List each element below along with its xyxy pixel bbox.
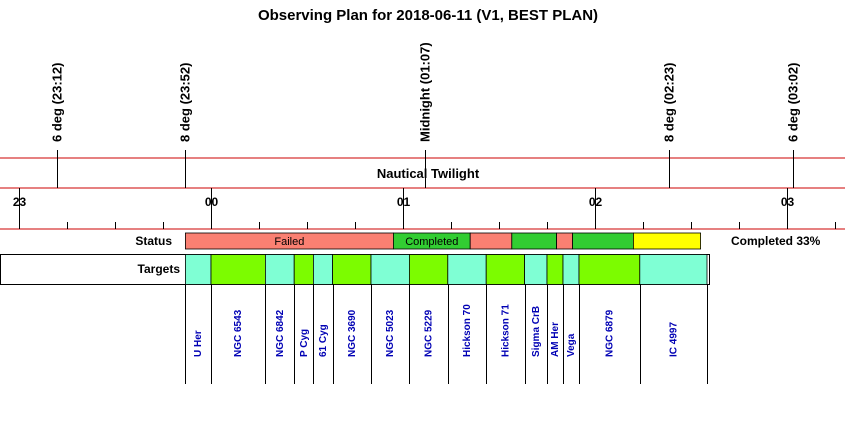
target-name-4: P Cyg [299, 329, 310, 357]
target-segment-15 [639, 254, 708, 285]
status-segment-6 [572, 232, 634, 250]
marker-label-5: 6 deg (03:02) [786, 63, 801, 142]
status-row-label: Status [135, 234, 172, 248]
chart-title: Observing Plan for 2018-06-11 (V1, BEST … [258, 7, 598, 24]
target-segment-11 [524, 254, 548, 285]
target-name-15: IC 4997 [668, 322, 679, 357]
status-segment-label-2: Completed [405, 236, 458, 248]
target-name-9: Hickson 70 [462, 304, 473, 357]
status-segment-label-1: Failed [274, 236, 304, 248]
target-segment-6 [332, 254, 372, 285]
target-segment-2 [210, 254, 266, 285]
target-name-3: NGC 6842 [275, 309, 286, 357]
marker-label-4: 8 deg (02:23) [662, 63, 677, 142]
completion-summary: Completed 33% [731, 234, 821, 248]
timeline-frame [0, 157, 845, 230]
target-name-12: AM Her [550, 322, 561, 357]
target-name-2: NGC 6543 [233, 309, 244, 357]
target-name-10: Hickson 71 [500, 304, 511, 357]
status-bar: Failed Completed [184, 232, 702, 250]
hour-label-3: 01 [397, 195, 411, 209]
hour-label-2: 00 [205, 195, 219, 209]
targets-bar: U Her NGC 6543 NGC 6842 P Cyg 61 Cyg NGC 3690… [0, 254, 710, 384]
target-name-14: NGC 6879 [604, 309, 615, 357]
status-segment-3 [469, 232, 513, 250]
target-segment-5 [312, 254, 333, 285]
hour-label-4: 02 [589, 195, 603, 209]
target-name-7: NGC 5023 [385, 309, 396, 357]
hour-axis: 23 00 01 02 03 [13, 188, 836, 229]
target-segment-9 [447, 254, 487, 285]
target-name-8: NGC 5229 [424, 309, 435, 357]
marker-label-1: 6 deg (23:12) [50, 63, 65, 142]
marker-label-2: 8 deg (23:52) [178, 63, 193, 142]
target-name-1: U Her [193, 330, 204, 357]
target-segment-12 [546, 254, 564, 285]
target-segment-10 [485, 254, 526, 285]
status-segment-5 [556, 232, 573, 250]
twilight-label: Nautical Twilight [377, 166, 480, 181]
hour-label-5: 03 [781, 195, 795, 209]
target-name-6: NGC 3690 [347, 309, 358, 357]
targets-row-label: Targets [138, 262, 181, 276]
target-segment-13 [562, 254, 580, 285]
target-segment-8 [408, 254, 449, 285]
time-markers: 6 deg (23:12) 8 deg (23:52) Midnight (01:0… [50, 42, 801, 188]
target-name-11: Sigma CrB [531, 306, 542, 357]
status-segment-4 [511, 232, 557, 250]
marker-label-3: Midnight (01:07) [418, 42, 433, 142]
status-segment-7 [633, 232, 702, 250]
target-segment-3 [264, 254, 295, 285]
target-name-5: 61 Cyg [318, 324, 329, 357]
target-segment-14 [578, 254, 641, 285]
target-name-13: Vega [566, 333, 577, 357]
hour-label-1: 23 [13, 195, 27, 209]
target-segment-4 [293, 254, 314, 285]
target-segment-7 [370, 254, 410, 285]
target-segment-1 [184, 254, 212, 285]
